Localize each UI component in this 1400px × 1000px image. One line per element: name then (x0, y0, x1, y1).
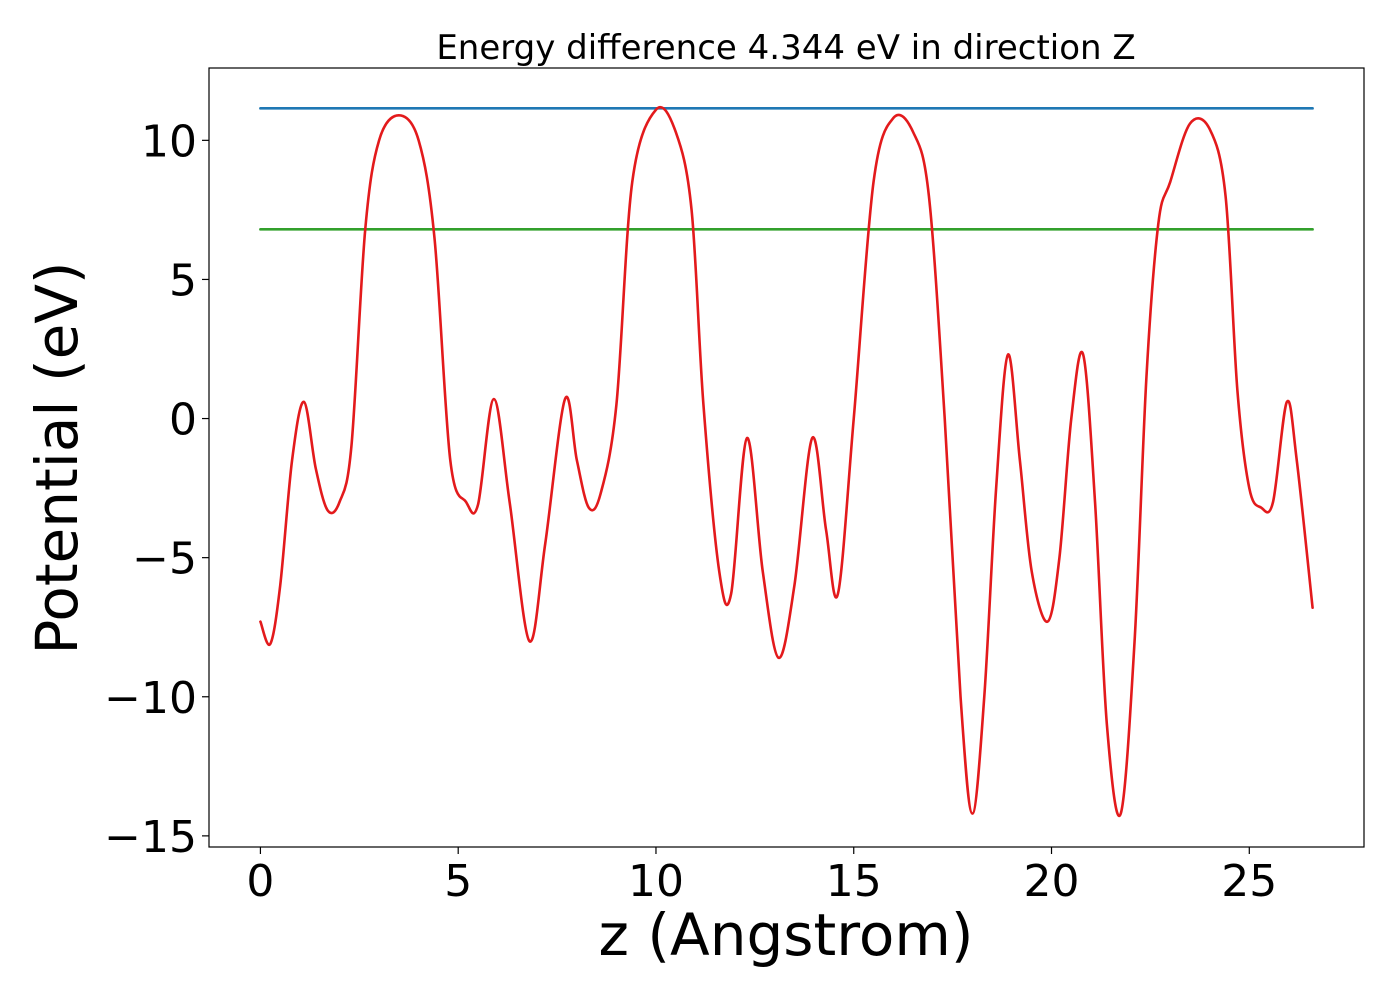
chart-title: Energy difference 4.344 eV in direction … (436, 28, 1135, 68)
y-axis-ticks: −15 −10 −5 0 5 10 (104, 116, 209, 863)
y-tick-label: 0 (169, 395, 197, 446)
x-tick-label: 25 (1221, 856, 1277, 907)
x-axis-label: z (Angstrom) (599, 901, 974, 969)
x-axis-ticks: 0 5 10 15 20 25 (246, 847, 1277, 907)
x-tick-label: 10 (628, 856, 684, 907)
y-tick-label: 5 (169, 255, 197, 306)
y-tick-label: −10 (104, 673, 197, 724)
y-tick-label: −15 (104, 812, 197, 863)
y-tick-label: −5 (132, 534, 197, 585)
x-tick-label: 0 (246, 856, 274, 907)
y-tick-label: 10 (141, 116, 197, 167)
x-tick-label: 5 (444, 856, 472, 907)
plot-frame (208, 67, 1365, 848)
y-axis-label: Potential (eV) (23, 261, 91, 654)
x-tick-label: 20 (1024, 856, 1080, 907)
series-layer (259, 106, 1314, 818)
x-tick-label: 15 (826, 856, 882, 907)
potential-line (259, 106, 1314, 818)
